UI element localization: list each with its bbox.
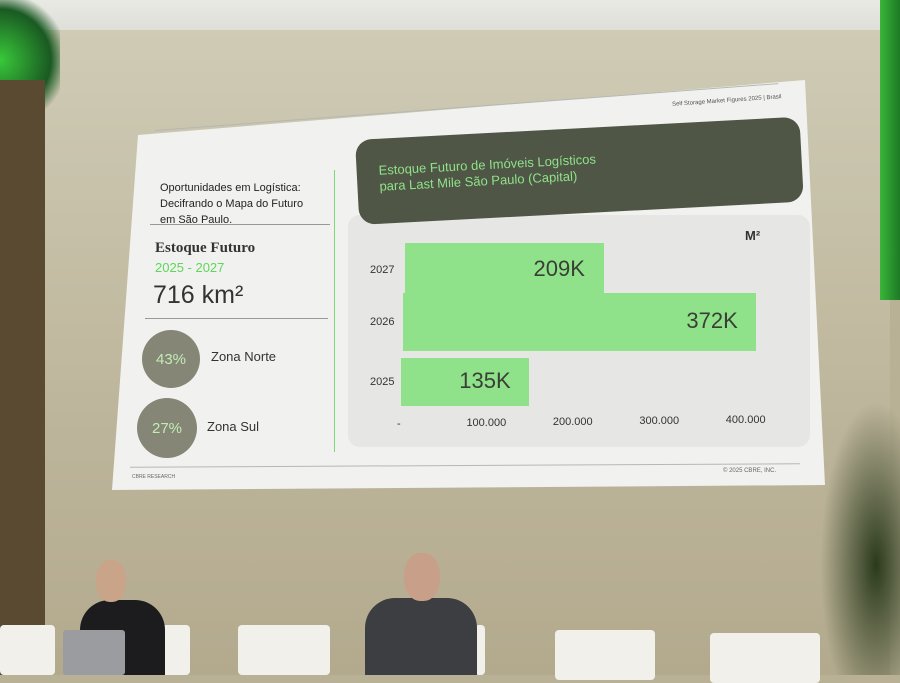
chair	[555, 630, 655, 680]
bar-2025	[401, 358, 530, 406]
plant	[820, 400, 900, 675]
x-tick-label: 400.000	[725, 414, 766, 426]
x-tick-label: 200.000	[552, 416, 593, 428]
green-light-right	[880, 0, 900, 300]
stock-period: 2025 - 2027	[155, 260, 225, 275]
category-label: 2025	[370, 376, 395, 388]
stock-value: 716 km²	[153, 281, 244, 309]
bar-2026	[403, 293, 757, 351]
chair	[710, 633, 820, 683]
chart-title: Estoque Futuro de Imóveis Logísticos par…	[378, 151, 597, 194]
x-tick-label: 100.000	[466, 417, 507, 429]
footer-left: CBRE RESEARCH	[132, 474, 176, 480]
data-label: 372K	[686, 308, 738, 333]
bar-2027	[405, 243, 604, 297]
chair	[475, 625, 485, 675]
stock-title: Estoque Futuro	[155, 240, 256, 256]
intro-text: Oportunidades em Logística: Decifrando o…	[160, 180, 303, 228]
divider	[150, 224, 330, 225]
footer-right: © 2025 CBRE, INC.	[723, 468, 777, 474]
speaker-man	[365, 598, 477, 675]
chair	[238, 625, 330, 675]
data-label: 209K	[533, 256, 585, 281]
laptop	[63, 630, 125, 675]
category-label: 2026	[370, 316, 395, 328]
intro-line: em São Paulo.	[160, 214, 233, 226]
intro-line: Decifrando o Mapa do Futuro	[160, 198, 304, 210]
wall-column	[0, 80, 45, 675]
speaker-head	[404, 553, 440, 601]
chair	[0, 625, 55, 675]
zone-percent-circle: 27%	[137, 398, 197, 458]
chair	[160, 625, 190, 675]
speaker-head	[96, 560, 126, 602]
zone-percent-circle: 43%	[142, 330, 200, 388]
divider	[145, 318, 328, 319]
unit-label: M²	[745, 228, 761, 243]
category-label: 2027	[370, 264, 395, 276]
vertical-divider	[334, 170, 335, 452]
data-label: 135K	[459, 368, 511, 393]
x-tick-label: -	[397, 418, 401, 430]
zone-label: Zona Sul	[207, 419, 260, 434]
zone-label: Zona Norte	[211, 349, 277, 364]
x-tick-label: 300.000	[639, 415, 680, 427]
intro-line: Oportunidades em Logística:	[160, 182, 301, 194]
